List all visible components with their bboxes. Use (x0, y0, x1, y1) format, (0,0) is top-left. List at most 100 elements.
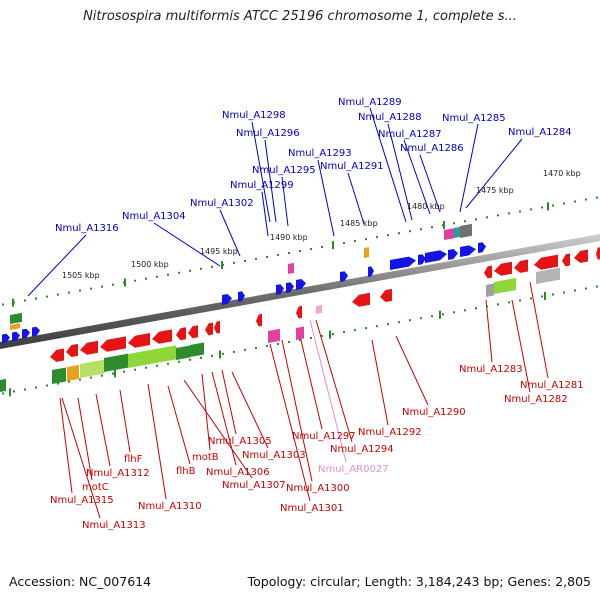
leader-line (315, 319, 353, 443)
ruler-dot (145, 366, 147, 369)
ruler-dot (123, 370, 125, 373)
ruler-dot (431, 226, 433, 229)
leader-line (183, 379, 253, 479)
minus-strand-gene (188, 325, 198, 339)
gene-label-bottom: motC (82, 482, 109, 493)
gene-label-top: Nmul_A1302 (190, 198, 254, 209)
kbp-label: 1485 kbp (340, 219, 378, 228)
feature-box (80, 359, 104, 378)
gene-label-bottom: Nmul_A1305 (208, 436, 272, 447)
ruler-dot (222, 352, 224, 355)
ruler-dot (343, 331, 345, 334)
leader-line (465, 138, 523, 209)
ruler-dot (398, 232, 400, 235)
gene-label-bottom: flhB (176, 466, 196, 477)
feature-box (128, 345, 176, 368)
ruler-dot (288, 251, 290, 254)
kbp-label: 1480 kbp (407, 202, 445, 211)
ruler-dot (244, 348, 246, 351)
leader-line (221, 369, 237, 435)
gene-label-top: Nmul_A1296 (236, 128, 300, 139)
leader-line (395, 335, 429, 406)
ruler-dot (24, 299, 26, 302)
leader-line (251, 121, 271, 223)
kbp-label: 1505 kbp (62, 271, 100, 280)
gene-label-bottom: Nmul_A1281 (520, 380, 584, 391)
gene-label-top: Nmul_A1285 (442, 113, 506, 124)
kbp-label: 1470 kbp (543, 169, 581, 178)
minus-strand-gene (100, 336, 126, 352)
feature-box (296, 326, 304, 340)
ruler-dot (277, 342, 279, 345)
ruler-dot (156, 275, 158, 278)
ruler-dot (596, 285, 598, 288)
ruler-dot (2, 392, 4, 395)
ruler-dot (387, 323, 389, 326)
map-title: Nitrosospira multiformis ATCC 25196 chro… (83, 9, 517, 24)
gene-label-bottom: Nmul_A1290 (402, 407, 466, 418)
gene-label-top: Nmul_A1295 (252, 165, 316, 176)
gene-label-bottom: motB (192, 452, 219, 463)
feature-box (494, 278, 516, 294)
ruler-dot (530, 297, 532, 300)
minus-strand-gene (205, 322, 213, 336)
ruler-dot (134, 279, 136, 282)
ruler-dot (288, 340, 290, 343)
feature-box (316, 304, 322, 314)
gene-label-top: Nmul_A1288 (358, 112, 422, 123)
ruler-dot (101, 374, 103, 377)
ruler-dot (475, 307, 477, 310)
plus-strand-gene (22, 328, 30, 339)
ruler-dot (486, 216, 488, 219)
leader-line (119, 389, 131, 453)
leader-line (153, 222, 221, 267)
ruler-dot (354, 329, 356, 332)
ruler-dot (552, 293, 554, 296)
topology-text: Topology: circular; Length: 3,184,243 bp… (247, 574, 591, 589)
ruler-dot (134, 368, 136, 371)
gene-label-top: Nmul_A1284 (508, 127, 572, 138)
leader-line (347, 172, 365, 225)
feature-box (486, 283, 494, 297)
ruler-dot (189, 269, 191, 272)
ruler-dot (409, 319, 411, 322)
ruler-dot (343, 242, 345, 245)
leader-line (231, 371, 269, 449)
ruler-dot (508, 301, 510, 304)
gene-label-bottom: Nmul_A1310 (138, 501, 202, 512)
plus-strand-gene (238, 291, 245, 302)
ruler-dot (519, 210, 521, 213)
gene-label-bottom: Nmul_A1313 (82, 520, 146, 531)
ruler-dot (167, 273, 169, 276)
ruler-dot (233, 261, 235, 264)
plus-strand-gene (286, 282, 294, 293)
gene-features (0, 223, 600, 392)
plus-strand-gene (340, 271, 348, 282)
ruler-dot (2, 303, 4, 306)
ruler-dot (453, 311, 455, 314)
minus-strand-gene (128, 333, 150, 348)
feature-box (52, 367, 66, 384)
ruler-dot (464, 220, 466, 223)
minus-strand-gene (80, 340, 98, 355)
leader-line (264, 139, 277, 223)
gene-label-bottom: Nmul_A1297 (292, 431, 356, 442)
ruler-dot (530, 208, 532, 211)
ruler-dot (178, 271, 180, 274)
minus-strand-gene (494, 261, 512, 276)
plus-strand-gene (368, 266, 374, 277)
ruler-dot (35, 386, 37, 389)
ruler-dot (431, 315, 433, 318)
ruler-dot (277, 253, 279, 256)
ruler-dot (255, 346, 257, 349)
gene-label-bottom: Nmul_A1303 (242, 450, 306, 461)
ruler-dot (145, 277, 147, 280)
plus-strand-gene (2, 333, 10, 344)
ruler-dot (442, 313, 444, 316)
plus-strand-gene (32, 326, 40, 337)
ruler-dot (332, 333, 334, 336)
ruler-dot (90, 287, 92, 290)
leader-line (485, 299, 493, 363)
gene-label-top: Nmul_A1287 (378, 129, 442, 140)
ruler-dot (266, 344, 268, 347)
